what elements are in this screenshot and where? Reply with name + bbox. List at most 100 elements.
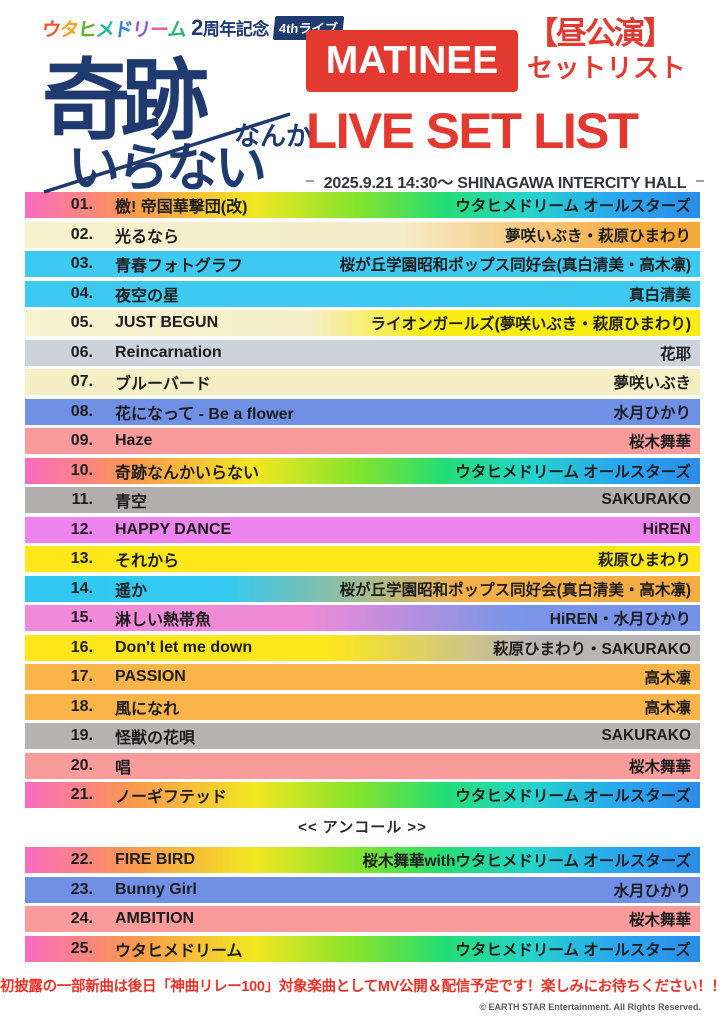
anniversary-label: 2周年記念	[191, 15, 269, 40]
kiseki-logo: 奇跡 なんか いらない	[42, 44, 318, 198]
song-artist: 夢咲いぶき・萩原ひまわり	[504, 227, 691, 245]
song-artist: 高木凛	[644, 699, 691, 717]
header-right: MATINEE 【昼公演】 セットリスト LIVE SET LIST 2025.…	[306, 16, 704, 193]
song-number: 19.	[70, 727, 93, 744]
live-set-list-title: LIVE SET LIST	[306, 103, 639, 159]
song-artist: SAKURAKO	[601, 727, 691, 744]
setlist-encore: 22. FIRE BIRD 桜木舞華withウタヒメドリーム オールスターズ 2…	[25, 847, 700, 962]
song-title: PASSION	[115, 668, 186, 685]
setlist-row: 22. FIRE BIRD 桜木舞華withウタヒメドリーム オールスターズ	[25, 847, 700, 873]
setlist-main: 01. 檄! 帝国華撃団(改) ウタヒメドリーム オールスターズ 02. 光るな…	[25, 192, 700, 808]
setlist-row: 18. 風になれ 高木凛	[25, 693, 700, 720]
song-number: 24.	[70, 910, 93, 927]
show-type-label: 【昼公演】	[527, 16, 674, 51]
song-title: 青空	[115, 494, 148, 511]
song-title: ノーギフテッド	[115, 789, 228, 806]
song-title: 檄! 帝国華撃団(改)	[115, 199, 248, 216]
copyright-text: © EARTH STAR Entertainment. All Rights R…	[479, 1001, 701, 1012]
song-number: 10.	[70, 461, 93, 479]
song-number: 09.	[70, 432, 93, 449]
setlist-row: 08. 花になって - Be a flower 水月ひかり	[25, 398, 700, 425]
song-title: Haze	[115, 432, 153, 449]
song-title: 夜空の星	[115, 287, 180, 305]
song-title: それから	[115, 553, 180, 570]
song-title: Bunny Girl	[115, 880, 197, 898]
setlist-row: 13. それから 萩原ひまわり	[25, 546, 700, 572]
setlist-row: 09. Haze 桜木舞華	[25, 428, 700, 454]
poster-header: ウタヒメドリーム 2周年記念 4thライブ 奇跡 なんか いらない MATINE…	[0, 0, 725, 198]
date-venue-text: 2025.9.21 14:30～ SHINAGAWA INTERCITY HAL…	[323, 175, 687, 192]
encore-divider: << アンコール >>	[298, 819, 427, 836]
song-number: 14.	[70, 579, 93, 597]
song-artist: HiREN	[642, 520, 691, 538]
setlist-row: 14. 遥か 桜が丘学園昭和ポップス同好会(真白清美・高木凛)	[25, 575, 700, 602]
song-title: 花になって - Be a flower	[115, 405, 294, 423]
setlist-row: 21. ノーギフテッド ウタヒメドリーム オールスターズ	[25, 782, 700, 808]
song-number: 13.	[70, 550, 93, 567]
song-artist: ウタヒメドリーム オールスターズ	[455, 788, 691, 805]
setlist-row: 20. 唱 桜木舞華	[25, 752, 700, 779]
song-artist: ウタヒメドリーム オールスターズ	[455, 198, 691, 215]
logo-block: ウタヒメドリーム 2周年記念 4thライブ 奇跡 なんか いらない	[40, 14, 344, 198]
song-number: 15.	[70, 609, 93, 626]
song-number: 07.	[70, 373, 93, 390]
song-title: AMBITION	[115, 910, 195, 927]
song-number: 17.	[70, 668, 93, 685]
song-title: Reincarnation	[115, 343, 222, 361]
song-title: 青春フォトグラフ	[115, 258, 244, 275]
setlist-row: 19. 怪獣の花唄 SAKURAKO	[25, 723, 700, 749]
date-venue-line: 2025.9.21 14:30～ SHINAGAWA INTERCITY HAL…	[306, 169, 704, 193]
song-artist: 真白清美	[628, 286, 691, 304]
setlist-row: 07. ブルーバード 夢咲いぶき	[25, 369, 700, 395]
setlist-row: 06. Reincarnation 花耶	[25, 339, 700, 366]
song-artist: 高木凛	[644, 670, 691, 687]
setlist-row: 15. 淋しい熱帯魚 HiREN・水月ひかり	[25, 605, 700, 631]
song-title: FIRE BIRD	[115, 851, 195, 868]
song-title: Don't let me down	[115, 638, 253, 656]
song-number: 05.	[70, 314, 93, 331]
setlist-label: セットリスト	[527, 52, 687, 83]
song-title: ウタヒメドリーム	[115, 942, 243, 960]
song-artist: ライオンガールズ(夢咲いぶき・萩原ひまわり)	[370, 316, 691, 333]
setlist-row: 05. JUST BEGUN ライオンガールズ(夢咲いぶき・萩原ひまわり)	[25, 310, 700, 336]
song-number: 18.	[70, 697, 93, 715]
setlist-row: 11. 青空 SAKURAKO	[25, 487, 700, 513]
song-number: 23.	[70, 880, 93, 898]
setlist-row: 25. ウタヒメドリーム ウタヒメドリーム オールスターズ	[25, 935, 700, 962]
song-artist: 桜木舞華	[628, 434, 691, 451]
dash-right	[696, 180, 704, 182]
song-number: 21.	[70, 786, 93, 803]
song-artist: HiREN・水月ひかり	[549, 611, 691, 628]
song-artist: ウタヒメドリーム オールスターズ	[455, 463, 691, 481]
song-artist: 萩原ひまわり	[597, 552, 691, 569]
setlist-row: 16. Don't let me down 萩原ひまわり・SAKURAKO	[25, 634, 700, 661]
song-artist: 桜木舞華	[628, 758, 691, 776]
song-number: 11.	[71, 491, 93, 508]
song-number: 01.	[70, 196, 93, 213]
song-title: 怪獣の花唄	[115, 730, 196, 747]
footer-notice: 初披露の一部新曲は後日「神曲リレー100」対象楽曲としてMV公開＆配信予定です！…	[0, 978, 725, 995]
logo-text-iranai: いらない	[68, 141, 267, 198]
setlist-row: 01. 檄! 帝国華撃団(改) ウタヒメドリーム オールスターズ	[25, 192, 700, 218]
song-artist: 水月ひかり	[613, 882, 691, 900]
setlist-row: 03. 青春フォトグラフ 桜が丘学園昭和ポップス同好会(真白清美・高木凛)	[25, 251, 700, 277]
song-number: 20.	[70, 756, 93, 774]
song-title: JUST BEGUN	[115, 314, 219, 331]
song-title: HAPPY DANCE	[115, 520, 232, 538]
anniversary-badge: ウタヒメドリーム 2周年記念 4thライブ	[40, 14, 344, 42]
song-title: 淋しい熱帯魚	[115, 612, 212, 629]
song-title: 遥か	[115, 582, 148, 600]
song-artist: ウタヒメドリーム オールスターズ	[455, 941, 691, 959]
song-number: 02.	[70, 225, 93, 243]
show-type-block: 【昼公演】 セットリスト	[527, 16, 687, 83]
song-number: 22.	[70, 851, 93, 868]
song-number: 16.	[70, 638, 93, 656]
song-title: 光るなら	[115, 228, 180, 246]
song-artist: 桜木舞華	[628, 912, 691, 929]
song-title: 唱	[115, 759, 132, 777]
song-number: 04.	[70, 284, 93, 302]
setlist-row: 12. HAPPY DANCE HiREN	[25, 516, 700, 543]
song-title: ブルーバード	[115, 376, 211, 393]
song-artist: SAKURAKO	[601, 491, 691, 508]
